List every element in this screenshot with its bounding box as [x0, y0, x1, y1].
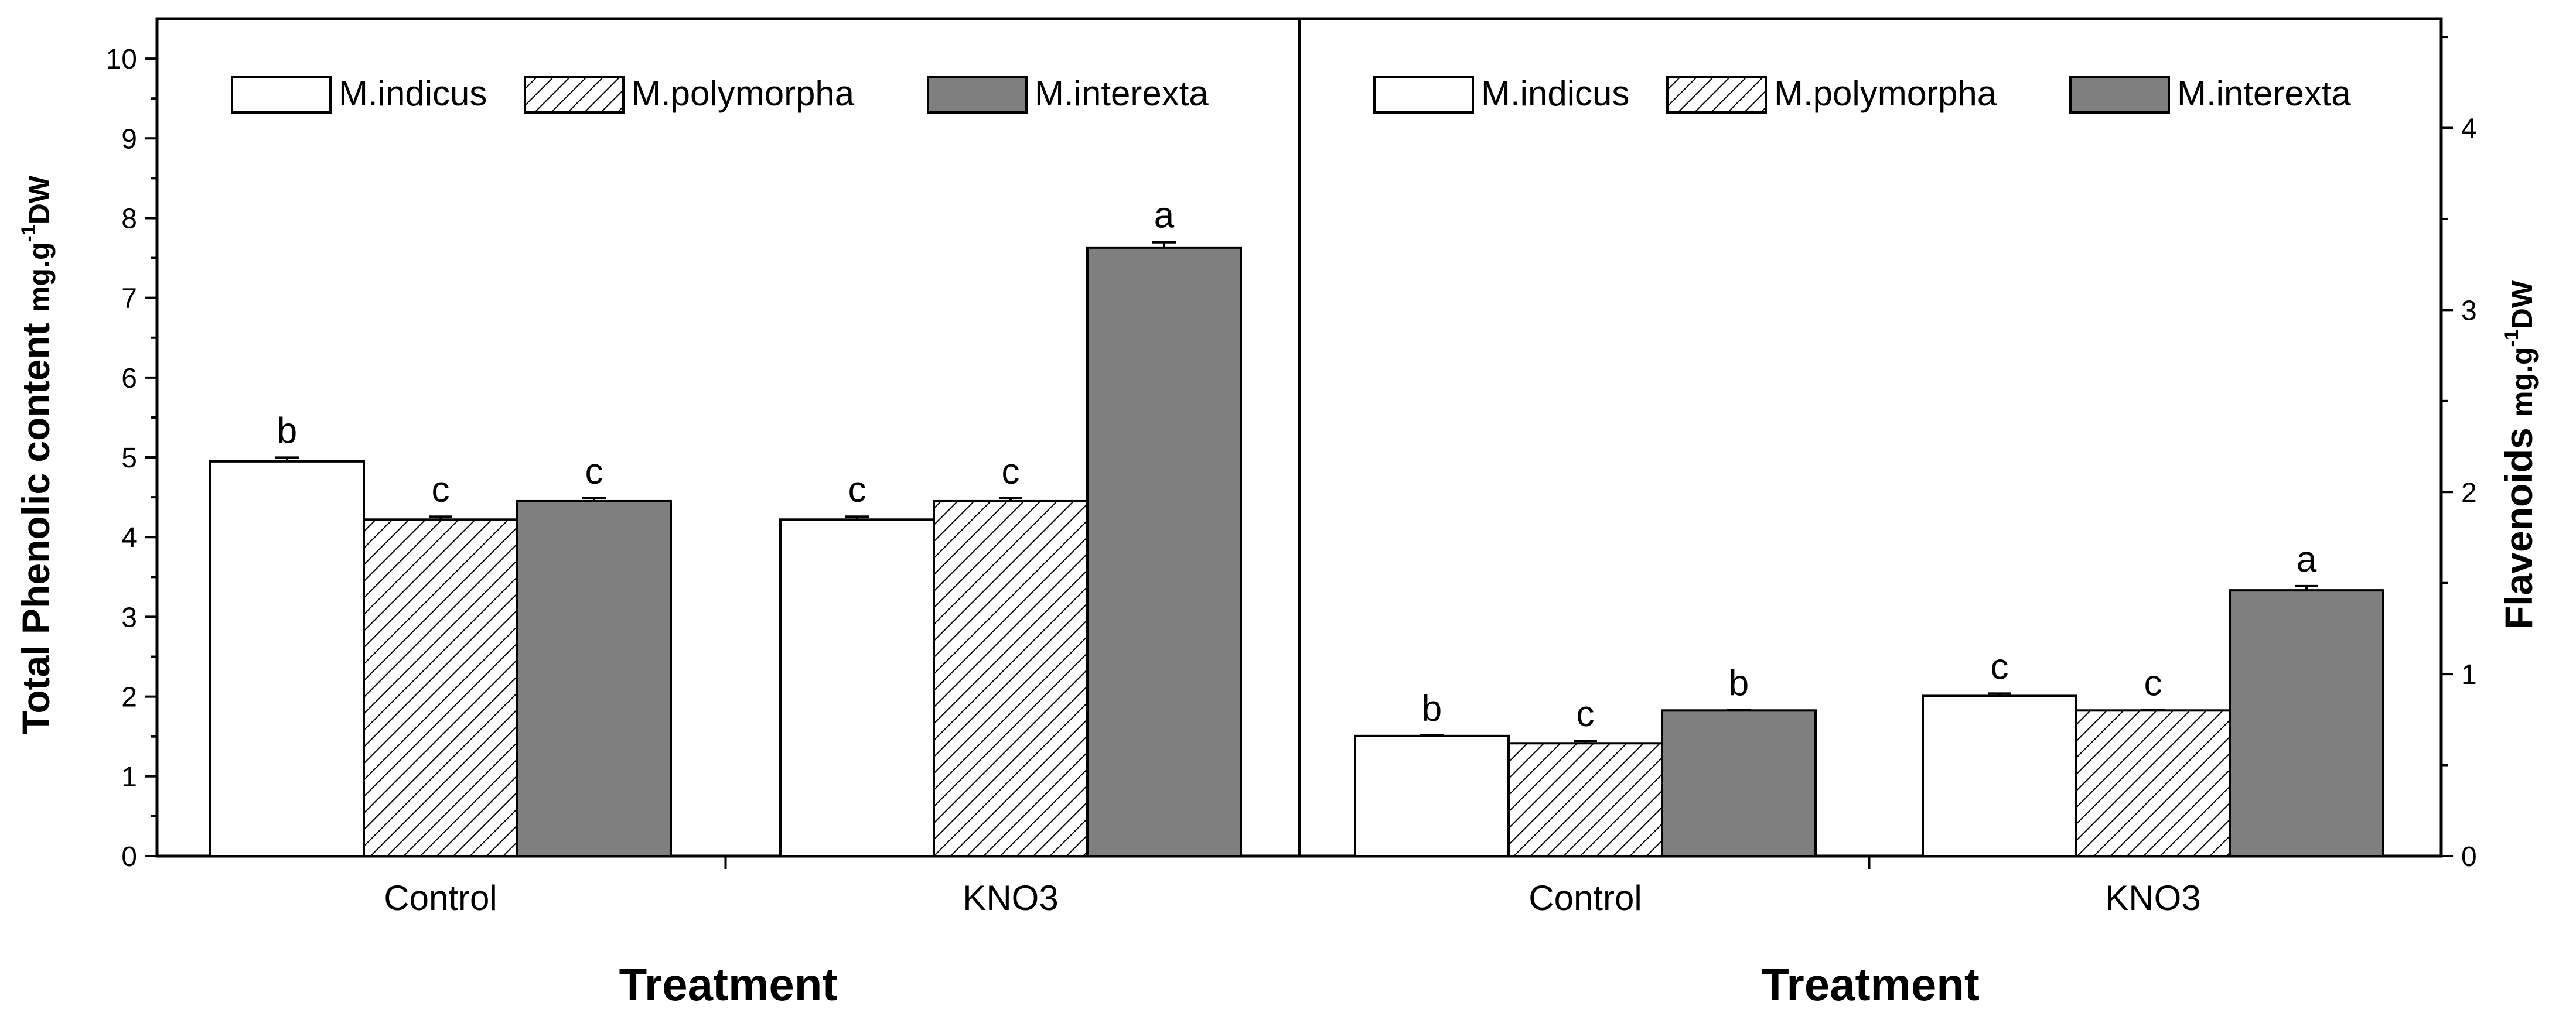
bar-minterexta-control — [1661, 709, 1817, 857]
y-tick-label: 8 — [121, 203, 137, 234]
legend: M.indicus M.polymorpha M.interexta — [231, 74, 1209, 114]
y-tick-label: 2 — [2461, 477, 2477, 508]
significance-letter: c — [848, 470, 866, 510]
y-axis-title-unit-suffix: DW — [23, 175, 56, 224]
y-tick-label: 0 — [2461, 841, 2477, 873]
bar-mindicus-control — [1354, 734, 1510, 857]
legend-swatch — [1666, 76, 1767, 114]
x-axis-title: Treatment — [619, 959, 838, 1010]
legend: M.indicus M.polymorpha M.interexta — [1373, 74, 2351, 114]
y-tick-label: 4 — [2461, 114, 2477, 145]
significance-letter: a — [1154, 196, 1175, 236]
legend-swatch — [524, 76, 625, 114]
y-tick-label: 4 — [121, 522, 137, 553]
y-axis-title-unit: mg.g — [23, 242, 56, 312]
bar-mindicus-control — [209, 460, 365, 857]
significance-letter: c — [2144, 663, 2162, 703]
chart-panel-2: 0 1 2 3 4 Control KNO3 b c c c b a M.indicus M.polymor… — [1298, 17, 2540, 1010]
x-category-label: Control — [384, 878, 497, 918]
legend-label: M.polymorpha — [1774, 74, 1997, 113]
x-category-label: KNO3 — [963, 878, 1058, 918]
significance-letter: c — [1991, 646, 2009, 687]
x-axis-title: Treatment — [1761, 959, 1980, 1010]
y-tick-label: 0 — [121, 841, 137, 873]
y-tick-label: 1 — [2461, 659, 2477, 690]
y-axis-title: Flavenoids mg.g-1DW — [2497, 280, 2540, 629]
y-axis-title-unit-suffix: DW — [2506, 280, 2539, 329]
significance-letter: c — [585, 451, 603, 492]
legend-label: M.interexta — [1035, 74, 1209, 113]
significance-letter: b — [277, 410, 297, 451]
significance-letter: c — [1002, 451, 1020, 492]
y-axis-title-main: Total Phenolic content — [14, 312, 57, 734]
y-axis-title-exponent: -1 — [2500, 329, 2523, 347]
legend-label: M.polymorpha — [632, 74, 855, 113]
legend-label: M.indicus — [339, 74, 487, 113]
y-tick-label: 5 — [121, 443, 137, 474]
legend-swatch — [1373, 76, 1474, 114]
bar-minterexta-kno3 — [2229, 589, 2384, 857]
bar-minterexta-control — [516, 499, 672, 857]
x-category-label: Control — [1528, 878, 1642, 918]
legend-swatch — [927, 76, 1028, 114]
y-tick-label: 2 — [121, 682, 137, 713]
y-axis-title-main: Flavenoids — [2497, 417, 2540, 629]
y-tick-label: 10 — [106, 44, 137, 75]
bar-mpolymorpha-kno3 — [933, 499, 1089, 857]
x-category-label: KNO3 — [2105, 878, 2200, 918]
bar-mpolymorpha-control — [1507, 742, 1663, 857]
y-tick-label: 6 — [121, 363, 137, 394]
y-tick-label: 9 — [121, 124, 137, 155]
y-tick-label: 7 — [121, 283, 137, 314]
significance-letter: c — [1577, 694, 1595, 734]
y-axis-title-unit: mg.g — [2506, 347, 2539, 417]
legend-swatch — [2069, 76, 2170, 114]
y-tick-label: 3 — [121, 602, 137, 633]
significance-letter: b — [1729, 663, 1749, 703]
bar-mindicus-kno3 — [779, 518, 935, 857]
significance-letter: a — [2297, 539, 2317, 580]
y-axis-title-exponent: -1 — [18, 224, 40, 242]
significance-letter: b — [1422, 689, 1442, 729]
bar-mpolymorpha-control — [363, 518, 518, 857]
y-tick-label: 1 — [121, 762, 137, 793]
legend-swatch — [231, 76, 332, 114]
y-axis-title: Total Phenolic content mg.g-1DW — [14, 175, 57, 734]
legend-label: M.indicus — [1481, 74, 1629, 113]
significance-letter: c — [432, 470, 450, 510]
bar-minterexta-kno3 — [1086, 246, 1242, 857]
bar-mindicus-kno3 — [1922, 694, 2077, 858]
bar-mpolymorpha-kno3 — [2075, 709, 2231, 857]
legend-label: M.interexta — [2177, 74, 2351, 113]
y-tick-label: 3 — [2461, 295, 2477, 326]
